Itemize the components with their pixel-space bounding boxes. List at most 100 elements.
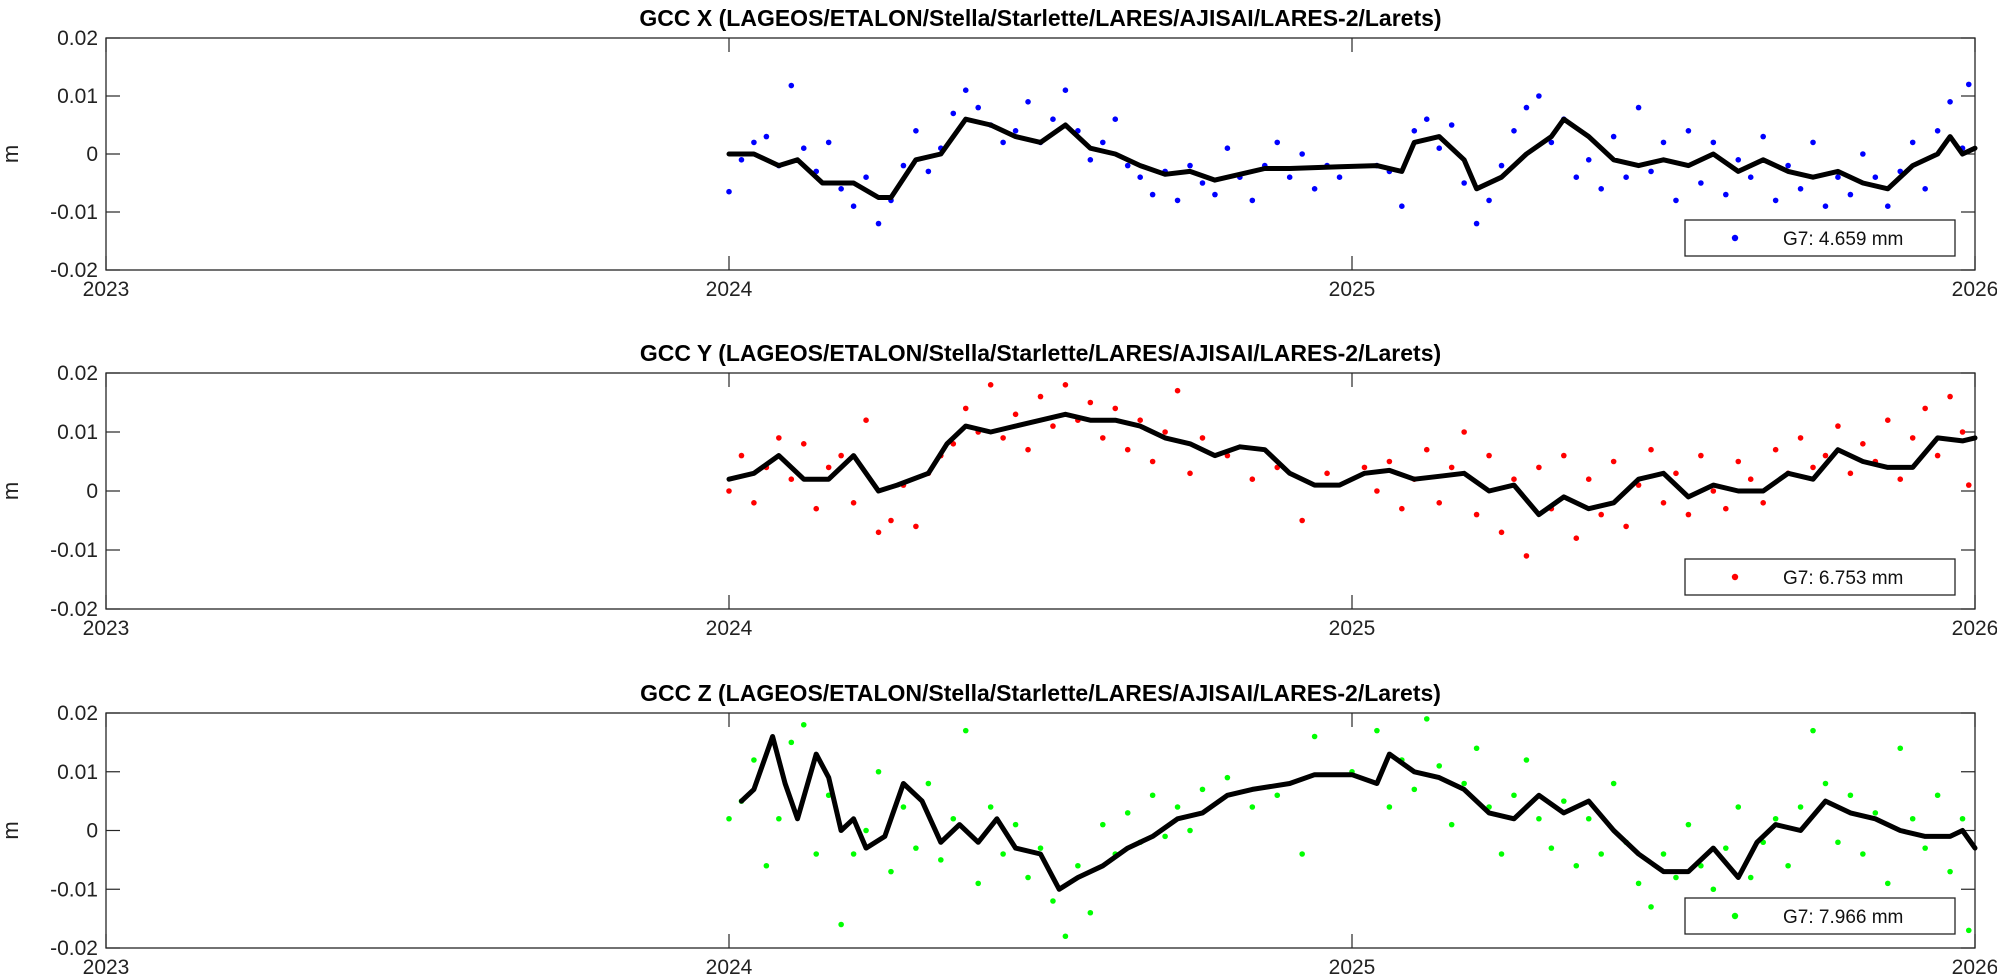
- data-point: [900, 804, 907, 810]
- data-point: [1797, 186, 1804, 192]
- data-point: [962, 727, 969, 734]
- data-point: [1411, 128, 1418, 134]
- data-point: [788, 739, 795, 746]
- data-point: [1423, 716, 1430, 722]
- data-point: [1224, 774, 1231, 781]
- data-point: [1947, 393, 1953, 400]
- x-tick-label: 2024: [706, 617, 753, 640]
- data-point: [1897, 745, 1904, 752]
- chart-title: GCC X (LAGEOS/ETALON/Stella/Starlette/LA…: [639, 5, 1441, 31]
- trend-line: [739, 734, 1978, 892]
- data-point: [1947, 868, 1953, 875]
- data-point: [1909, 815, 1916, 822]
- data-point: [888, 868, 894, 875]
- data-point: [1835, 174, 1841, 180]
- axes-box: [105, 712, 1976, 949]
- data-point: [1723, 191, 1729, 198]
- data-point: [1797, 435, 1804, 441]
- x-tick-label: 2023: [83, 956, 130, 978]
- data-point: [1336, 174, 1343, 180]
- data-point: [1698, 180, 1704, 186]
- legend-box: [1684, 558, 1956, 596]
- data-point: [1249, 476, 1256, 483]
- y-tick-label: -0.02: [50, 937, 98, 960]
- data-point: [1448, 122, 1455, 128]
- data-point: [1324, 470, 1330, 477]
- y-tick-label: 0: [86, 820, 98, 843]
- data-point: [1511, 128, 1517, 134]
- data-point: [1835, 839, 1841, 846]
- data-point: [1847, 470, 1854, 477]
- legend-label: G7: 6.753 mm: [1783, 568, 1903, 589]
- data-point: [1673, 874, 1679, 881]
- data-point: [1760, 500, 1766, 506]
- data-point: [800, 441, 807, 447]
- data-point: [1149, 191, 1156, 198]
- data-point: [1448, 821, 1455, 828]
- data-point: [1299, 151, 1305, 157]
- data-point: [1947, 99, 1953, 105]
- data-point: [1199, 786, 1206, 793]
- legend-label: G7: 7.966 mm: [1783, 907, 1903, 928]
- data-point: [850, 500, 857, 506]
- x-tick-label: 2024: [706, 278, 753, 301]
- data-point: [950, 815, 957, 822]
- data-point: [1486, 197, 1492, 204]
- y-axis-label: m: [0, 482, 23, 500]
- data-point: [850, 851, 857, 857]
- data-point: [1224, 145, 1231, 151]
- data-point: [1785, 862, 1791, 869]
- data-point: [975, 880, 981, 887]
- data-point: [975, 104, 981, 111]
- data-point: [1299, 517, 1305, 524]
- data-point: [1025, 446, 1031, 453]
- data-point: [1835, 423, 1841, 429]
- data-point: [738, 452, 745, 459]
- data-point: [1473, 745, 1480, 752]
- data-point: [1847, 191, 1854, 198]
- data-point: [1311, 186, 1318, 192]
- data-point: [1735, 804, 1742, 810]
- data-point: [1965, 927, 1972, 934]
- data-point: [1598, 851, 1604, 857]
- data-point: [1050, 423, 1056, 429]
- chart-title: GCC Z (LAGEOS/ETALON/Stella/Starlette/LA…: [640, 680, 1441, 706]
- data-point: [1087, 909, 1094, 916]
- data-point: [863, 827, 869, 834]
- data-point: [1162, 429, 1168, 435]
- data-point: [1610, 780, 1617, 787]
- data-point: [1399, 203, 1405, 209]
- data-point: [863, 417, 869, 424]
- data-point: [726, 188, 732, 195]
- data-point: [1498, 162, 1505, 169]
- data-point: [1810, 139, 1816, 146]
- data-point: [1623, 523, 1629, 530]
- data-point: [1473, 511, 1480, 518]
- data-point: [1810, 727, 1816, 734]
- data-point: [1548, 139, 1555, 146]
- data-point: [913, 128, 919, 134]
- data-point: [1448, 464, 1455, 471]
- data-point: [1012, 128, 1019, 134]
- data-point: [1660, 851, 1667, 857]
- data-point: [1909, 139, 1916, 146]
- data-point: [1860, 851, 1866, 857]
- data-point: [1635, 104, 1642, 111]
- data-point: [763, 862, 770, 869]
- data-point: [1872, 174, 1879, 180]
- data-point: [1797, 804, 1804, 810]
- data-point: [1648, 168, 1654, 175]
- data-point: [1598, 511, 1604, 518]
- data-point: [1149, 458, 1156, 465]
- data-point: [838, 921, 844, 928]
- data-point: [1100, 139, 1106, 146]
- data-point: [1909, 435, 1916, 441]
- data-point: [1648, 446, 1654, 453]
- data-point: [1610, 458, 1617, 465]
- data-point: [1386, 458, 1393, 465]
- legend-label: G7: 4.659 mm: [1783, 229, 1903, 250]
- y-tick-label: 0: [86, 143, 98, 166]
- data-point: [825, 139, 832, 146]
- data-point: [813, 505, 820, 512]
- data-point: [987, 382, 994, 388]
